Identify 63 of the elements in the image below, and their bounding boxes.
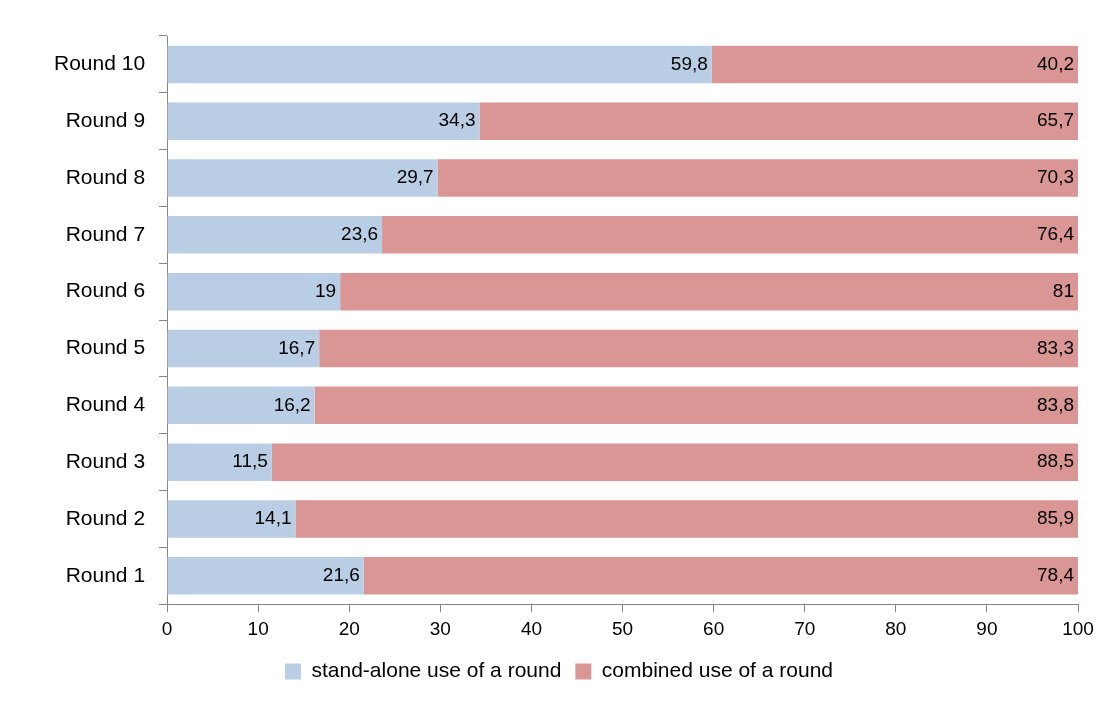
data-label: 21,6 [322, 564, 360, 586]
bar [271, 443, 1078, 481]
bar [167, 216, 383, 254]
legend-label: stand-alone use of a round [311, 658, 562, 682]
data-label: 78,4 [1037, 564, 1075, 586]
data-label: 16,7 [278, 336, 316, 358]
y-tick-label: Round 2 [65, 505, 146, 529]
data-label: 14,1 [254, 507, 292, 529]
y-tick-label: Round 6 [65, 278, 146, 302]
x-tick-label: 80 [885, 617, 907, 639]
bar [167, 102, 480, 140]
bar [363, 557, 1078, 595]
data-label: 85,9 [1037, 507, 1074, 529]
bar [167, 272, 341, 311]
bar [437, 159, 1078, 197]
x-tick-label: 70 [794, 617, 816, 639]
data-label: 65,7 [1037, 109, 1074, 131]
bar [167, 329, 320, 368]
data-label: 83,3 [1037, 336, 1074, 358]
data-label: 88,5 [1037, 450, 1074, 472]
x-tick-label: 10 [247, 617, 269, 639]
bar [319, 329, 1078, 368]
data-label: 11,5 [232, 450, 268, 472]
x-tick-label: 60 [703, 617, 725, 639]
legend-label: combined use of a round [601, 658, 833, 682]
bar [340, 272, 1078, 311]
bar [167, 159, 438, 197]
y-tick-label: Round 5 [65, 335, 146, 359]
x-tick-label: 0 [161, 617, 173, 639]
data-label: 76,4 [1037, 223, 1075, 245]
data-label: 59,8 [670, 52, 708, 74]
bar [167, 500, 296, 538]
x-tick-label: 50 [611, 617, 634, 639]
bar [479, 102, 1078, 140]
bar [167, 557, 364, 595]
x-tick-label: 100 [1062, 617, 1094, 639]
bar [167, 443, 272, 481]
x-tick-label: 30 [429, 617, 451, 639]
x-tick-label: 40 [520, 617, 543, 639]
data-label: 40,2 [1037, 52, 1074, 74]
y-tick-label: Round 4 [65, 392, 146, 416]
bar [295, 500, 1078, 538]
bar [314, 386, 1078, 425]
y-tick-label: Round 10 [54, 51, 146, 75]
data-label: 81 [1052, 279, 1074, 301]
y-tick-label: Round 3 [65, 448, 146, 472]
bar [167, 386, 315, 425]
y-tick-label: Round 9 [65, 108, 146, 132]
bar [711, 45, 1078, 84]
y-tick-label: Round 8 [65, 164, 146, 188]
data-label: 34,3 [438, 109, 476, 131]
data-label: 16,2 [273, 393, 311, 415]
data-label: 83,8 [1037, 393, 1074, 415]
data-label: 70,3 [1037, 166, 1074, 188]
data-label: 19 [315, 279, 337, 301]
data-label: 29,7 [396, 166, 434, 188]
x-tick-label: 90 [976, 617, 998, 639]
bar [167, 45, 712, 84]
bar [382, 216, 1078, 254]
data-label: 23,6 [341, 223, 379, 245]
y-tick-label: Round 7 [65, 221, 146, 245]
x-tick-label: 20 [338, 617, 360, 639]
y-tick-label: Round 1 [65, 562, 146, 586]
